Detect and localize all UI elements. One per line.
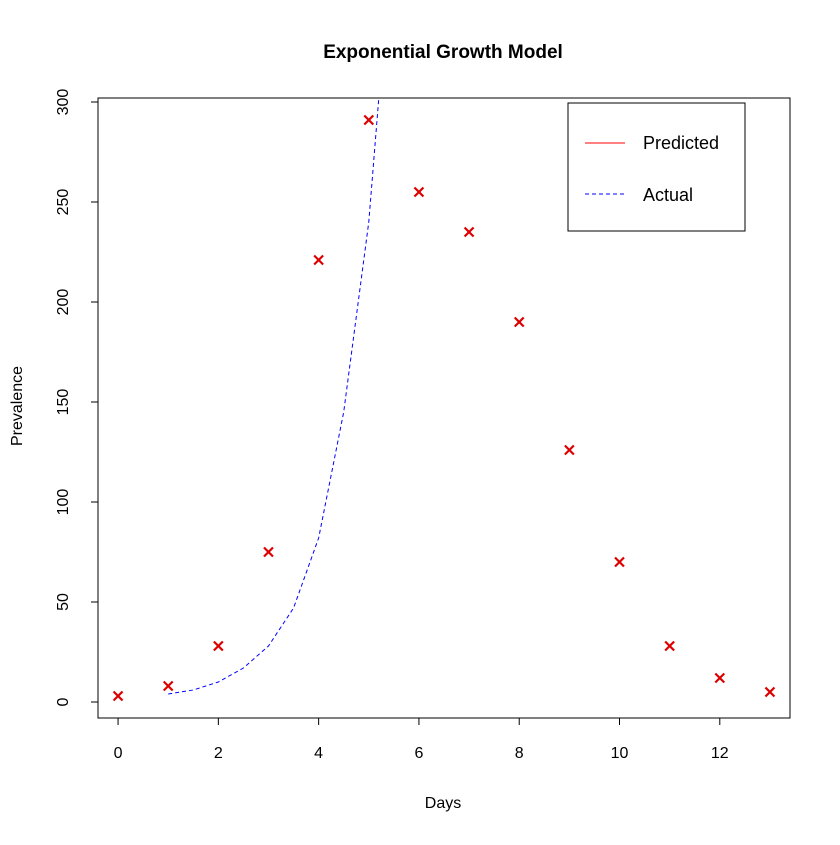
- y-tick-label: 0: [55, 697, 72, 706]
- data-point-stroke: [764, 686, 776, 698]
- x-tick-label: 6: [414, 745, 423, 762]
- data-point: [213, 640, 224, 652]
- legend-box: [567, 102, 746, 232]
- data-point-stroke: [112, 690, 124, 702]
- data-point-stroke: [664, 640, 675, 652]
- x-tick-label: 0: [114, 745, 123, 762]
- y-tick-label: 100: [55, 489, 72, 516]
- data-point: [162, 680, 174, 692]
- data-point: [313, 254, 324, 266]
- data-point-stroke: [162, 680, 174, 692]
- x-tick-label: 12: [711, 745, 729, 762]
- data-point-stroke: [614, 556, 625, 568]
- legend: Predicted Actual: [567, 102, 746, 232]
- data-point-stroke: [714, 672, 726, 684]
- x-axis: 0 2 4 6 8 10 12: [114, 717, 729, 762]
- y-tick-label: 300: [55, 89, 72, 116]
- curve-layer: [168, 98, 380, 695]
- x-tick-label: 2: [214, 745, 223, 762]
- legend-label-actual: Actual: [643, 185, 693, 205]
- data-point-stroke: [564, 444, 575, 456]
- x-tick-label: 4: [314, 745, 323, 762]
- data-point-stroke: [413, 186, 425, 198]
- y-tick-label: 250: [55, 189, 72, 216]
- data-point-stroke: [363, 114, 375, 126]
- legend-label-predicted: Predicted: [643, 133, 719, 153]
- data-point: [413, 186, 425, 198]
- data-point: [112, 690, 124, 702]
- data-point: [614, 556, 625, 568]
- data-point: [664, 640, 675, 652]
- data-point-stroke: [513, 316, 525, 328]
- x-tick-label: 8: [515, 745, 524, 762]
- x-tick-label: 10: [611, 745, 629, 762]
- data-point-stroke: [263, 546, 274, 558]
- data-point: [463, 226, 475, 238]
- points-layer: [112, 114, 776, 702]
- y-tick-label: 50: [55, 593, 72, 611]
- data-point: [513, 316, 525, 328]
- data-point: [263, 546, 274, 558]
- y-axis: 0 50 100 150 200 250 300: [55, 89, 99, 706]
- data-point-stroke: [463, 226, 475, 238]
- y-tick-label: 150: [55, 389, 72, 416]
- y-tick-label: 200: [55, 289, 72, 316]
- data-point-stroke: [313, 254, 324, 266]
- x-axis-label: Days: [425, 795, 461, 812]
- chart-title: Exponential Growth Model: [323, 42, 563, 63]
- series-curve-actual: [168, 98, 380, 695]
- data-point: [564, 444, 575, 456]
- data-point-stroke: [213, 640, 224, 652]
- y-axis-label: Prevalence: [9, 366, 26, 446]
- data-point: [363, 114, 375, 126]
- data-point: [714, 672, 726, 684]
- data-point: [764, 686, 776, 698]
